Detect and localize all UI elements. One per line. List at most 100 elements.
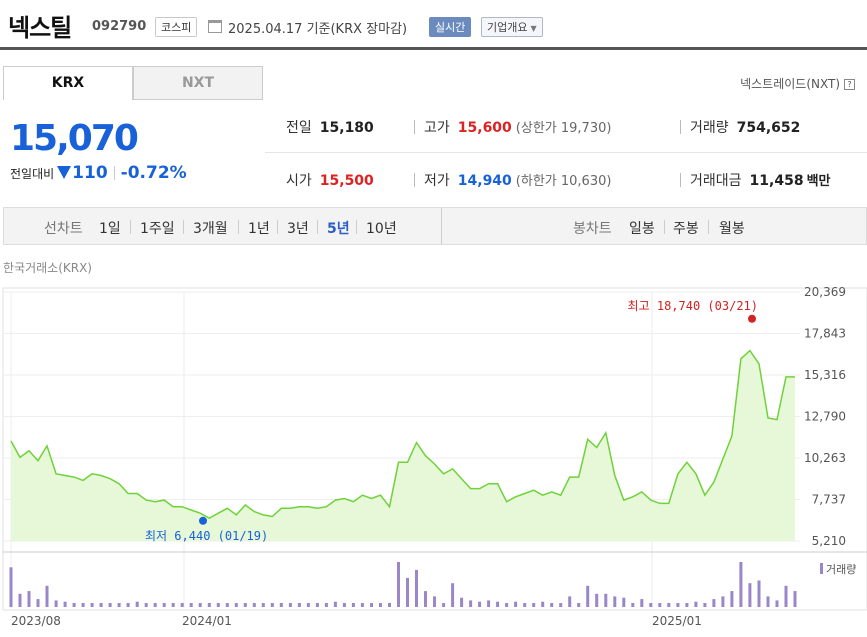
volume-bar — [9, 567, 13, 607]
max-marker — [748, 314, 756, 323]
current-price: 15,070 — [10, 118, 139, 159]
high-price: 고가 15,600 (상한가 19,730) — [424, 117, 611, 137]
volume-bar — [234, 603, 238, 607]
divider — [238, 220, 239, 234]
volume-bar — [406, 577, 409, 607]
volume-bar — [370, 603, 373, 607]
nxt-link[interactable]: 넥스트레이드(NXT)? — [740, 75, 855, 92]
volume-bar — [667, 603, 671, 607]
volume-bar — [766, 596, 770, 607]
volume-label: 거래량 — [690, 120, 729, 136]
amount-label: 거래대금 — [690, 173, 742, 189]
divider — [680, 120, 681, 134]
volume-bar — [324, 603, 328, 607]
tab-nxt[interactable]: NXT — [133, 66, 263, 100]
base-date: 2025.04.17 기준(KRX 장마감) — [228, 22, 408, 37]
volume-bar — [144, 603, 148, 607]
volume-bar — [469, 600, 473, 607]
volume-bar — [613, 596, 617, 607]
trade-amount: 거래대금 11,458 백만 — [690, 170, 830, 190]
volume-value: 754,652 — [736, 120, 801, 136]
volume-bar — [54, 600, 58, 607]
volume-bar — [487, 600, 491, 607]
volume: 거래량 754,652 — [690, 117, 800, 137]
volume-bar — [153, 603, 157, 607]
period-1d[interactable]: 1일 — [99, 221, 121, 237]
divider — [317, 220, 318, 234]
price-change: 전일대비 110 -0.72% — [10, 163, 187, 183]
high-label: 고가 — [424, 120, 450, 136]
volume-bar — [541, 601, 545, 607]
change-percent: -0.72% — [120, 163, 187, 183]
volume-bar — [649, 603, 653, 607]
period-1w[interactable]: 1주일 — [140, 221, 175, 237]
volume-bar — [550, 603, 554, 607]
volume-bar — [27, 591, 31, 607]
prev-close-value: 15,180 — [319, 120, 374, 136]
period-3m[interactable]: 3개월 — [193, 221, 228, 237]
volume-bar — [721, 596, 725, 607]
divider — [441, 208, 442, 244]
volume-bar — [460, 597, 464, 607]
volume-bar — [351, 603, 355, 607]
divider — [414, 120, 415, 134]
volume-bar — [90, 603, 94, 607]
volume-bar — [171, 603, 175, 607]
volume-bar — [631, 603, 635, 607]
volume-bar — [442, 603, 446, 607]
period-5y[interactable]: 5년 — [327, 221, 350, 237]
amount-value: 11,458 — [749, 173, 804, 189]
down-triangle-icon — [57, 166, 72, 179]
volume-bar — [739, 562, 743, 607]
volume-bar — [99, 603, 103, 607]
divider — [356, 220, 357, 234]
volume-bar — [189, 603, 193, 607]
company-overview-button[interactable]: 기업개요 ▼ — [481, 17, 543, 37]
volume-bar — [676, 603, 680, 607]
volume-bar — [496, 601, 500, 607]
company-overview-label: 기업개요 — [487, 21, 528, 34]
line-chart-title: 선차트 — [44, 221, 83, 237]
volume-bar — [108, 603, 112, 607]
low-value: 14,940 — [457, 173, 512, 189]
volume-bar — [225, 603, 229, 607]
volume-bar — [342, 603, 346, 607]
amount-unit: 백만 — [806, 174, 831, 189]
price-line — [10, 349, 795, 520]
realtime-button[interactable]: 실시간 — [429, 17, 472, 37]
candle-daily[interactable]: 일봉 — [629, 221, 655, 237]
volume-legend: 거래량 — [826, 563, 856, 576]
min-marker — [199, 516, 207, 525]
volume-bar — [784, 585, 788, 607]
volume-bar — [640, 599, 644, 607]
open-price: 시가 15,500 — [286, 170, 374, 190]
period-1y[interactable]: 1년 — [248, 221, 270, 237]
change-label: 전일대비 — [10, 167, 55, 181]
candle-weekly[interactable]: 주봉 — [673, 221, 699, 237]
volume-bar — [207, 603, 211, 607]
help-icon[interactable]: ? — [844, 79, 855, 90]
volume-bar — [315, 603, 319, 607]
period-10y[interactable]: 10년 — [366, 221, 397, 237]
volume-bar — [72, 603, 76, 607]
stock-name: 넥스틸 — [8, 14, 72, 42]
volume-bar — [793, 591, 797, 607]
volume-bar — [703, 603, 707, 607]
volume-bar — [451, 583, 455, 607]
divider — [113, 166, 115, 180]
volume-bar — [604, 593, 608, 607]
divider — [414, 173, 415, 187]
lower-limit: (하한가 10,630) — [515, 174, 612, 189]
exchange-label: 한국거래소(KRX) — [3, 261, 92, 275]
chart-frame — [2, 287, 867, 611]
divider — [130, 220, 131, 234]
volume-bar — [532, 603, 536, 607]
volume-bar — [730, 591, 734, 607]
candle-monthly[interactable]: 월봉 — [719, 221, 745, 237]
volume-bar — [433, 596, 436, 607]
calendar-icon — [208, 20, 222, 33]
tab-krx[interactable]: KRX — [3, 66, 133, 100]
period-3y[interactable]: 3년 — [287, 221, 309, 237]
divider — [265, 152, 867, 153]
